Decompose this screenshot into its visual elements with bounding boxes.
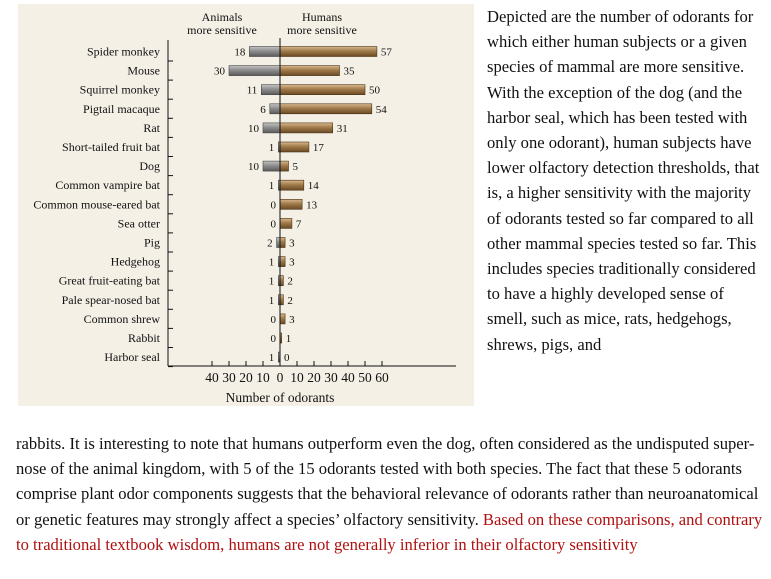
x-tick-label: 40 xyxy=(341,370,355,385)
bar-animals xyxy=(228,65,281,76)
bottom-paragraph: rabbits. It is interesting to note that … xyxy=(16,431,768,557)
value-label-humans: 3 xyxy=(289,314,295,326)
category-label: Rabbit xyxy=(128,331,161,345)
x-tick-label: 40 xyxy=(205,370,219,385)
bar-humans xyxy=(279,122,334,134)
bar-animals xyxy=(262,160,281,172)
side-paragraph: Depicted are the number of odorants for … xyxy=(487,7,760,354)
bar-humans xyxy=(279,237,286,248)
value-label-animals: 11 xyxy=(247,85,258,97)
x-tick-label: 10 xyxy=(290,370,304,385)
bar-animals xyxy=(276,237,281,248)
bar-humans xyxy=(279,218,293,229)
value-label-humans: 54 xyxy=(376,104,388,116)
value-label-humans: 57 xyxy=(381,47,393,59)
value-label-humans: 0 xyxy=(284,352,290,364)
bar-animals xyxy=(261,84,281,95)
x-tick-label: 60 xyxy=(375,370,389,385)
value-label-humans: 31 xyxy=(337,123,348,135)
value-label-humans: 35 xyxy=(344,66,356,78)
value-label-animals: 1 xyxy=(269,257,275,269)
value-label-animals: 6 xyxy=(260,104,266,116)
bar-humans xyxy=(279,141,310,153)
bar-animals xyxy=(249,46,281,57)
category-label: Short-tailed fruit bat xyxy=(62,140,161,154)
value-label-humans: 14 xyxy=(308,180,320,192)
category-label: Common mouse-eared bat xyxy=(33,197,160,211)
value-label-animals: 2 xyxy=(267,238,273,250)
header-left-line2: more sensitive xyxy=(187,23,257,37)
value-label-animals: 1 xyxy=(269,180,275,192)
value-label-animals: 1 xyxy=(269,295,275,307)
value-label-humans: 50 xyxy=(369,85,381,97)
bottom-paragraph-highlight: Based on these comparisons, and contrary… xyxy=(16,509,763,554)
category-label: Great fruit-eating bat xyxy=(59,274,161,288)
value-label-animals: 10 xyxy=(248,161,260,173)
x-tick-label: 10 xyxy=(256,370,270,385)
value-label-humans: 3 xyxy=(289,257,295,269)
value-label-humans: 1 xyxy=(286,333,292,345)
category-label: Hedgehog xyxy=(111,255,160,269)
category-label: Sea otter xyxy=(118,216,160,230)
value-label-animals: 0 xyxy=(271,199,277,211)
value-label-animals: 0 xyxy=(271,218,277,230)
bar-humans xyxy=(279,160,289,172)
category-label: Pigtail macaque xyxy=(83,102,160,116)
x-tick-label: 20 xyxy=(239,370,253,385)
value-label-animals: 0 xyxy=(271,333,277,345)
category-label: Common vampire bat xyxy=(55,178,160,192)
bar-humans xyxy=(279,256,286,267)
bar-humans xyxy=(279,65,340,76)
value-label-humans: 5 xyxy=(293,161,299,173)
bar-humans xyxy=(279,313,286,325)
bar-humans xyxy=(279,199,303,210)
bar-humans xyxy=(279,84,366,95)
bar-humans xyxy=(279,275,284,287)
bar-humans xyxy=(279,103,373,115)
value-label-animals: 10 xyxy=(248,123,260,135)
category-label: Squirrel monkey xyxy=(80,83,160,97)
bottom-paragraph-text: rabbits. It is interesting to note that … xyxy=(16,434,759,529)
value-label-humans: 2 xyxy=(287,276,293,288)
value-label-animals: 0 xyxy=(271,314,277,326)
x-tick-label: 30 xyxy=(222,370,236,385)
x-tick-label: 50 xyxy=(358,370,372,385)
value-label-humans: 7 xyxy=(296,218,302,230)
category-label: Rat xyxy=(143,121,160,135)
value-label-animals: 18 xyxy=(234,47,246,59)
category-label: Harbor seal xyxy=(104,350,160,364)
value-label-animals: 30 xyxy=(214,66,226,78)
bar-animals xyxy=(269,103,281,115)
value-label-animals: 1 xyxy=(269,276,275,288)
value-label-humans: 3 xyxy=(289,238,295,250)
value-label-animals: 1 xyxy=(269,352,275,364)
value-label-humans: 13 xyxy=(306,199,318,211)
bar-humans xyxy=(279,179,305,191)
header-right-line1: Humans xyxy=(302,10,342,24)
bar-humans xyxy=(279,46,378,57)
diverging-bar-chart: Animals more sensitive Humans more sensi… xyxy=(33,10,456,405)
category-label: Spider monkey xyxy=(87,45,160,59)
value-label-humans: 2 xyxy=(287,295,293,307)
category-label: Pig xyxy=(144,236,160,250)
header-left-line1: Animals xyxy=(202,10,243,24)
x-axis-label: Number of odorants xyxy=(226,390,335,405)
x-tick-label: 0 xyxy=(277,370,284,385)
category-label: Common shrew xyxy=(84,312,161,326)
category-label: Dog xyxy=(139,159,160,173)
value-label-humans: 17 xyxy=(313,142,325,154)
header-right-line2: more sensitive xyxy=(287,23,357,37)
x-tick-label: 30 xyxy=(324,370,338,385)
bar-humans xyxy=(279,294,284,306)
bar-animals xyxy=(262,122,281,134)
chart-panel: Animals more sensitive Humans more sensi… xyxy=(18,4,474,406)
category-label: Mouse xyxy=(127,64,160,78)
x-tick-label: 20 xyxy=(307,370,321,385)
value-label-animals: 1 xyxy=(269,142,275,154)
category-label: Pale spear-nosed bat xyxy=(62,293,161,307)
